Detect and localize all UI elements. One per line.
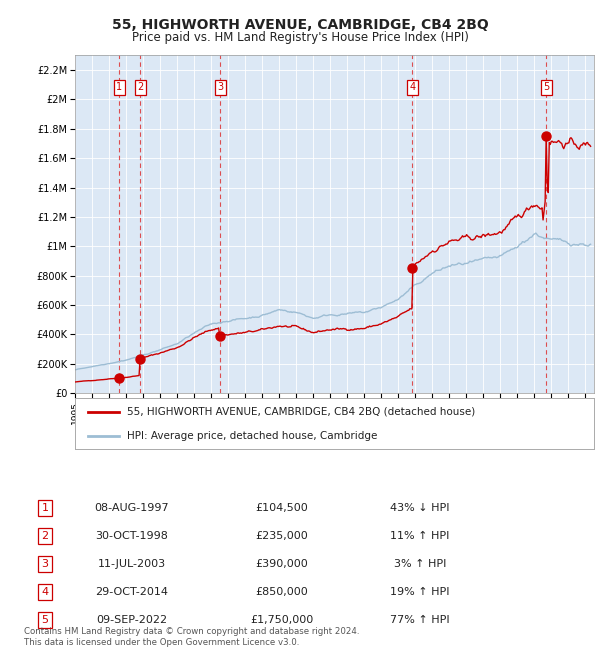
Text: 09-SEP-2022: 09-SEP-2022 xyxy=(97,615,167,625)
Text: 1: 1 xyxy=(116,83,122,92)
Text: 3% ↑ HPI: 3% ↑ HPI xyxy=(394,559,446,569)
Text: 1: 1 xyxy=(41,503,49,514)
Text: 2: 2 xyxy=(41,531,49,541)
Text: 2: 2 xyxy=(137,83,143,92)
Text: 55, HIGHWORTH AVENUE, CAMBRIDGE, CB4 2BQ (detached house): 55, HIGHWORTH AVENUE, CAMBRIDGE, CB4 2BQ… xyxy=(127,407,475,417)
Text: 08-AUG-1997: 08-AUG-1997 xyxy=(95,503,169,514)
Text: 30-OCT-1998: 30-OCT-1998 xyxy=(95,531,169,541)
Text: 29-OCT-2014: 29-OCT-2014 xyxy=(95,587,169,597)
Text: 5: 5 xyxy=(41,615,49,625)
Text: 4: 4 xyxy=(409,83,415,92)
Text: 19% ↑ HPI: 19% ↑ HPI xyxy=(390,587,450,597)
Text: 11-JUL-2003: 11-JUL-2003 xyxy=(98,559,166,569)
Text: £390,000: £390,000 xyxy=(256,559,308,569)
Text: Contains HM Land Registry data © Crown copyright and database right 2024.
This d: Contains HM Land Registry data © Crown c… xyxy=(24,627,359,647)
Text: 55, HIGHWORTH AVENUE, CAMBRIDGE, CB4 2BQ: 55, HIGHWORTH AVENUE, CAMBRIDGE, CB4 2BQ xyxy=(112,18,488,32)
Text: 3: 3 xyxy=(217,83,223,92)
Text: 77% ↑ HPI: 77% ↑ HPI xyxy=(390,615,450,625)
Text: HPI: Average price, detached house, Cambridge: HPI: Average price, detached house, Camb… xyxy=(127,431,377,441)
Text: £235,000: £235,000 xyxy=(256,531,308,541)
Text: 3: 3 xyxy=(41,559,49,569)
Text: £104,500: £104,500 xyxy=(256,503,308,514)
Text: 5: 5 xyxy=(543,83,550,92)
Text: £1,750,000: £1,750,000 xyxy=(250,615,314,625)
Text: 11% ↑ HPI: 11% ↑ HPI xyxy=(391,531,449,541)
Text: 4: 4 xyxy=(41,587,49,597)
Text: 43% ↓ HPI: 43% ↓ HPI xyxy=(390,503,450,514)
Text: £850,000: £850,000 xyxy=(256,587,308,597)
Text: Price paid vs. HM Land Registry's House Price Index (HPI): Price paid vs. HM Land Registry's House … xyxy=(131,31,469,44)
